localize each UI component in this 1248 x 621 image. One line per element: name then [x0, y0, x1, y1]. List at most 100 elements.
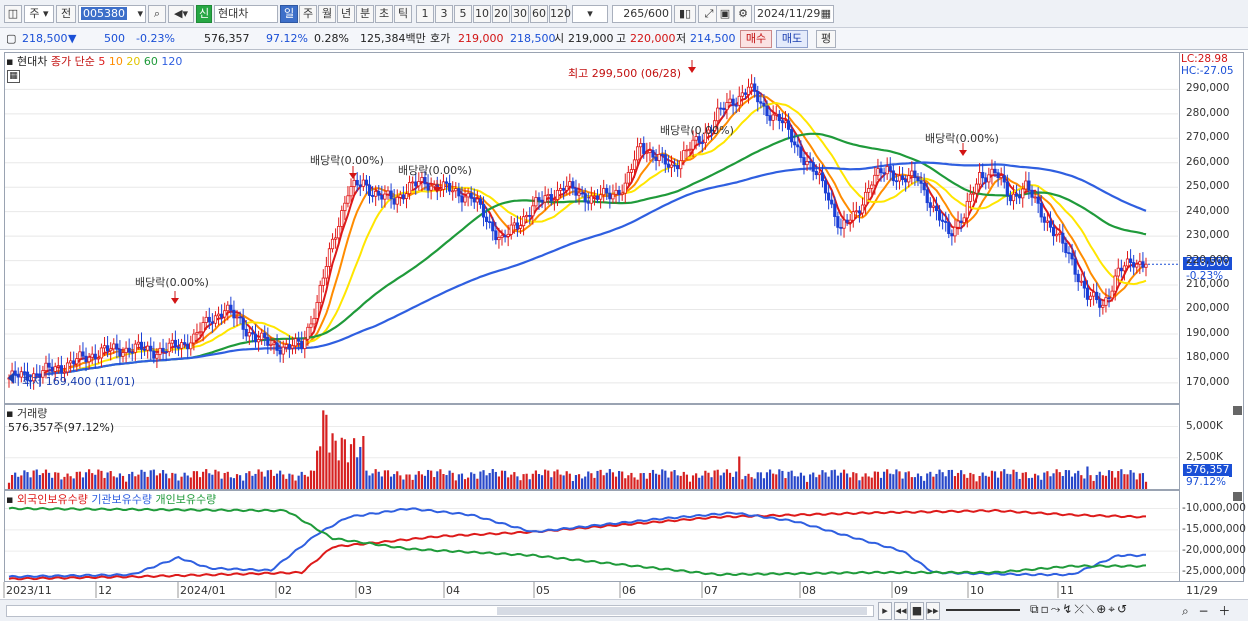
zoom-controls[interactable]: ⌕ − ＋ A	[1182, 604, 1234, 621]
interval-tab-3[interactable]: 3	[435, 5, 453, 23]
period-tab-0[interactable]: 일	[280, 5, 298, 23]
data-count-field[interactable]: 265/600	[612, 5, 672, 23]
volume-bar	[97, 469, 100, 489]
volume-bar	[614, 476, 618, 489]
volume-bar	[226, 471, 229, 489]
prev-button[interactable]: 전	[56, 5, 76, 23]
interval-tab-30[interactable]: 30	[511, 5, 529, 23]
sell-button[interactable]: 매도	[776, 30, 808, 48]
candle-body	[22, 371, 27, 374]
volume-bar	[463, 479, 467, 489]
scroll-thumb[interactable]	[497, 607, 867, 615]
candle-body	[1085, 287, 1090, 300]
speaker-icon[interactable]: ◀▾	[168, 5, 194, 23]
candle-body	[759, 101, 763, 104]
y-tick-price: 250,000	[1186, 180, 1230, 193]
candle-body	[198, 331, 202, 334]
play-icon[interactable]: ▸	[878, 602, 892, 620]
interval-tab-20[interactable]: 20	[492, 5, 510, 23]
period-tab-3[interactable]: 년	[337, 5, 355, 23]
volume-bar	[624, 478, 627, 489]
legend-ma-20[interactable]: 20	[126, 55, 141, 68]
volume-bar	[796, 476, 799, 489]
volume-bar	[846, 473, 849, 489]
candle-body	[367, 184, 372, 196]
y-tick-holding: -15,000,000	[1182, 522, 1246, 535]
period-tab-6[interactable]: 틱	[394, 5, 412, 23]
panel-menu-icon[interactable]: ▪	[6, 493, 14, 506]
legend-ma-5[interactable]: 5	[98, 55, 106, 68]
save-icon[interactable]: ▣	[716, 5, 734, 23]
candle-body	[740, 92, 744, 97]
candle-body	[629, 169, 634, 173]
volume-bar	[525, 473, 528, 489]
legend-ma-60[interactable]: 60	[143, 55, 158, 68]
volume-bar	[864, 473, 867, 489]
calculator-icon[interactable]: ▦	[7, 70, 20, 83]
volume-bar	[658, 474, 661, 489]
interval-custom-select[interactable]: ▾	[572, 5, 608, 23]
stock-code-input[interactable]: 005380 ▾	[78, 5, 146, 23]
volume-bar	[217, 471, 220, 489]
search-icon[interactable]: ⌕	[148, 5, 166, 23]
volume-bar	[309, 470, 313, 489]
chart-type-icon[interactable]: ▮▯	[674, 5, 696, 23]
gear-icon[interactable]: ⚙	[734, 5, 752, 23]
period-tab-5[interactable]: 초	[375, 5, 393, 23]
interval-tab-5[interactable]: 5	[454, 5, 472, 23]
fast-forward-icon[interactable]: ▸▸	[926, 602, 940, 620]
candle-body	[1048, 220, 1053, 228]
window-menu-icon[interactable]: ◫	[4, 5, 22, 23]
volume-bar	[374, 469, 377, 489]
panel-close-icon[interactable]	[1233, 406, 1242, 415]
candle-body	[164, 351, 168, 353]
candle-body	[226, 304, 230, 312]
tb-icon[interactable]: ▢	[6, 32, 17, 45]
interval-tab-120[interactable]: 120	[549, 5, 571, 23]
interval-tab-10[interactable]: 10	[473, 5, 491, 23]
volume-bar	[833, 469, 836, 489]
period-tab-1[interactable]: 주	[299, 5, 317, 23]
calendar-icon[interactable]: ▦	[820, 7, 831, 20]
date-input[interactable]: 2024/11/29 ▦	[754, 5, 834, 23]
volume-bar	[47, 472, 51, 489]
stock-name-field[interactable]: 현대차	[214, 5, 278, 23]
y-tick-price: 210,000	[1186, 278, 1230, 291]
period-tab-2[interactable]: 월	[318, 5, 336, 23]
eval-button[interactable]: 평	[816, 30, 836, 48]
interval-tab-60[interactable]: 60	[530, 5, 548, 23]
drawing-tools-icons[interactable]: ⧉▫⤳↯⤫⟍⊕⌖↺	[1030, 602, 1130, 616]
panel-close-icon[interactable]	[1233, 492, 1242, 501]
volume-bar	[593, 477, 596, 489]
candle-body	[614, 189, 618, 195]
rewind-icon[interactable]: ◂◂	[894, 602, 908, 620]
interval-tab-1[interactable]: 1	[416, 5, 434, 23]
volume-bar	[528, 479, 531, 489]
new-listing-badge[interactable]: 신	[196, 5, 212, 23]
candle-body	[327, 248, 332, 267]
code-dropdown-icon[interactable]: ▾	[137, 7, 143, 20]
volume-bar	[72, 478, 75, 489]
scroll-track[interactable]	[6, 605, 874, 617]
candle-body	[620, 192, 624, 195]
volume-bar	[359, 446, 362, 489]
panel-menu-icon[interactable]: ▪	[6, 55, 14, 68]
period-tab-4[interactable]: 분	[356, 5, 374, 23]
candle-body	[543, 195, 547, 203]
buy-button[interactable]: 매수	[740, 30, 772, 48]
candle-body	[75, 358, 79, 365]
panel-menu-icon[interactable]: ▪	[6, 407, 14, 420]
volume-bar	[710, 477, 713, 489]
legend-ma-10[interactable]: 10	[108, 55, 123, 68]
market-type-select[interactable]: 주 ▾	[24, 5, 54, 23]
volume-bar	[688, 481, 692, 489]
legend-ma-120[interactable]: 120	[161, 55, 183, 68]
candle-body	[401, 194, 406, 199]
candle-body	[287, 344, 291, 349]
volume-bar	[260, 471, 263, 489]
candle-body	[663, 154, 667, 165]
zoom-slider[interactable]	[946, 609, 1020, 611]
volume-bar	[485, 475, 488, 489]
candle-body	[1051, 226, 1056, 237]
stop-icon[interactable]: ■	[910, 602, 924, 620]
